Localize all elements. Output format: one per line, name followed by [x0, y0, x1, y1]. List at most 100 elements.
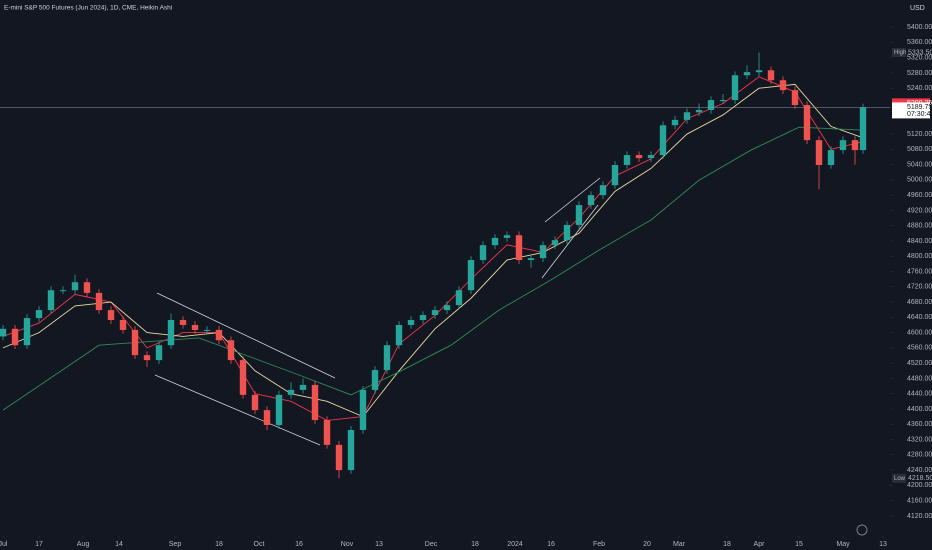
candle-body: [335, 444, 343, 471]
candle-body: [299, 384, 307, 390]
candle-body: [179, 320, 187, 325]
candle-body: [371, 370, 379, 390]
y-tick-label: 4400.00: [907, 406, 932, 413]
x-tick-label: 16: [295, 541, 303, 548]
candle-body: [851, 140, 859, 151]
candle-body: [635, 155, 643, 159]
candle-body: [407, 320, 415, 325]
candle-body: [359, 389, 367, 430]
low-marker-value: 4218.50: [908, 475, 932, 482]
last-price-label: 5189.75: [907, 104, 932, 111]
y-tick-label: 4840.00: [907, 238, 932, 245]
candle-body: [383, 345, 391, 371]
candle-body: [479, 245, 487, 261]
y-tick-label: 4160.00: [907, 497, 932, 504]
x-tick-label: May: [836, 541, 850, 548]
x-tick-label: Mar: [673, 541, 686, 548]
candle-body: [803, 105, 811, 141]
high-marker-value: 5333.50: [908, 49, 932, 56]
y-tick-label: 5240.00: [907, 85, 932, 92]
candle-body: [815, 140, 823, 165]
candle-body: [431, 310, 439, 316]
countdown: 07:30:46: [907, 111, 932, 118]
candle-body: [311, 384, 319, 421]
candle-body: [155, 345, 163, 361]
logo: [856, 524, 868, 536]
candle-body: [83, 282, 91, 293]
candle-body: [215, 329, 223, 341]
high-marker-box: [892, 48, 906, 58]
candle-body: [719, 100, 727, 102]
candle-body: [395, 324, 403, 346]
y-tick-label: 4920.00: [907, 207, 932, 214]
y-tick-label: 4720.00: [907, 284, 932, 291]
candle-body: [539, 245, 547, 259]
candle-body: [23, 318, 31, 346]
y-tick-label: 4680.00: [907, 299, 932, 306]
candle-body: [107, 310, 115, 321]
candle-body: [0, 328, 7, 337]
candle-body: [587, 195, 595, 206]
candle-body: [191, 324, 199, 330]
x-tick-label: 15: [795, 541, 803, 548]
candle-body: [143, 355, 151, 361]
candle-body: [683, 112, 691, 120]
y-tick-label: 5360.00: [907, 39, 932, 46]
candle-body: [575, 205, 583, 225]
x-tick-label: Aug: [77, 541, 90, 548]
y-tick-label: 4880.00: [907, 223, 932, 230]
x-tick-label: 13: [375, 541, 383, 548]
x-tick-label: Dec: [425, 541, 438, 548]
candle-body: [859, 107, 867, 151]
candle-body: [467, 260, 475, 291]
x-tick-label: Oct: [254, 541, 265, 548]
candle-body: [287, 389, 295, 395]
y-tick-label: 4360.00: [907, 421, 932, 428]
y-tick-label: 5400.00: [907, 24, 932, 31]
x-tick-label: 18: [215, 541, 223, 548]
y-tick-label: 4440.00: [907, 391, 932, 398]
candle-body: [119, 320, 127, 330]
moving-average: [2, 83, 864, 418]
y-tick-label: 5280.00: [907, 70, 932, 77]
candle-body: [251, 394, 259, 411]
candle-body: [623, 155, 631, 165]
candle-body: [167, 320, 175, 346]
candle-body: [839, 140, 847, 151]
x-tick-label: Feb: [593, 541, 605, 548]
x-tick-label: 16: [547, 541, 555, 548]
y-tick-label: 4640.00: [907, 314, 932, 321]
high-marker-label: High: [894, 50, 906, 56]
x-tick-label: Apr: [754, 541, 766, 548]
low-marker-label: Low: [894, 476, 906, 482]
x-tick-label: 14: [115, 541, 123, 548]
x-tick-label: Sep: [169, 541, 182, 548]
candle-body: [695, 109, 703, 113]
candle-body: [707, 100, 715, 110]
candle-body: [239, 360, 247, 395]
candle-body: [671, 119, 679, 126]
trend-line: [154, 374, 321, 446]
y-tick-label: 4520.00: [907, 360, 932, 367]
candle-body: [659, 125, 667, 156]
y-tick-label: 4240.00: [907, 467, 932, 474]
y-tick-label: 5120.00: [907, 131, 932, 138]
trend-lines: [154, 177, 601, 446]
candle-body: [731, 75, 739, 101]
plot: [0, 52, 867, 479]
candle-body: [263, 410, 271, 426]
y-tick-label: 5000.00: [907, 177, 932, 184]
candle-body: [275, 394, 283, 426]
candle-body: [527, 258, 535, 261]
y-tick-label: 4320.00: [907, 436, 932, 443]
x-tick-label: 17: [35, 541, 43, 548]
candle-body: [755, 70, 763, 73]
candle-body: [347, 429, 355, 471]
candle-body: [455, 290, 463, 306]
candle-body: [11, 328, 19, 346]
y-tick-label: 4120.00: [907, 513, 932, 520]
candle-body: [59, 290, 67, 292]
trend-line: [156, 292, 336, 379]
